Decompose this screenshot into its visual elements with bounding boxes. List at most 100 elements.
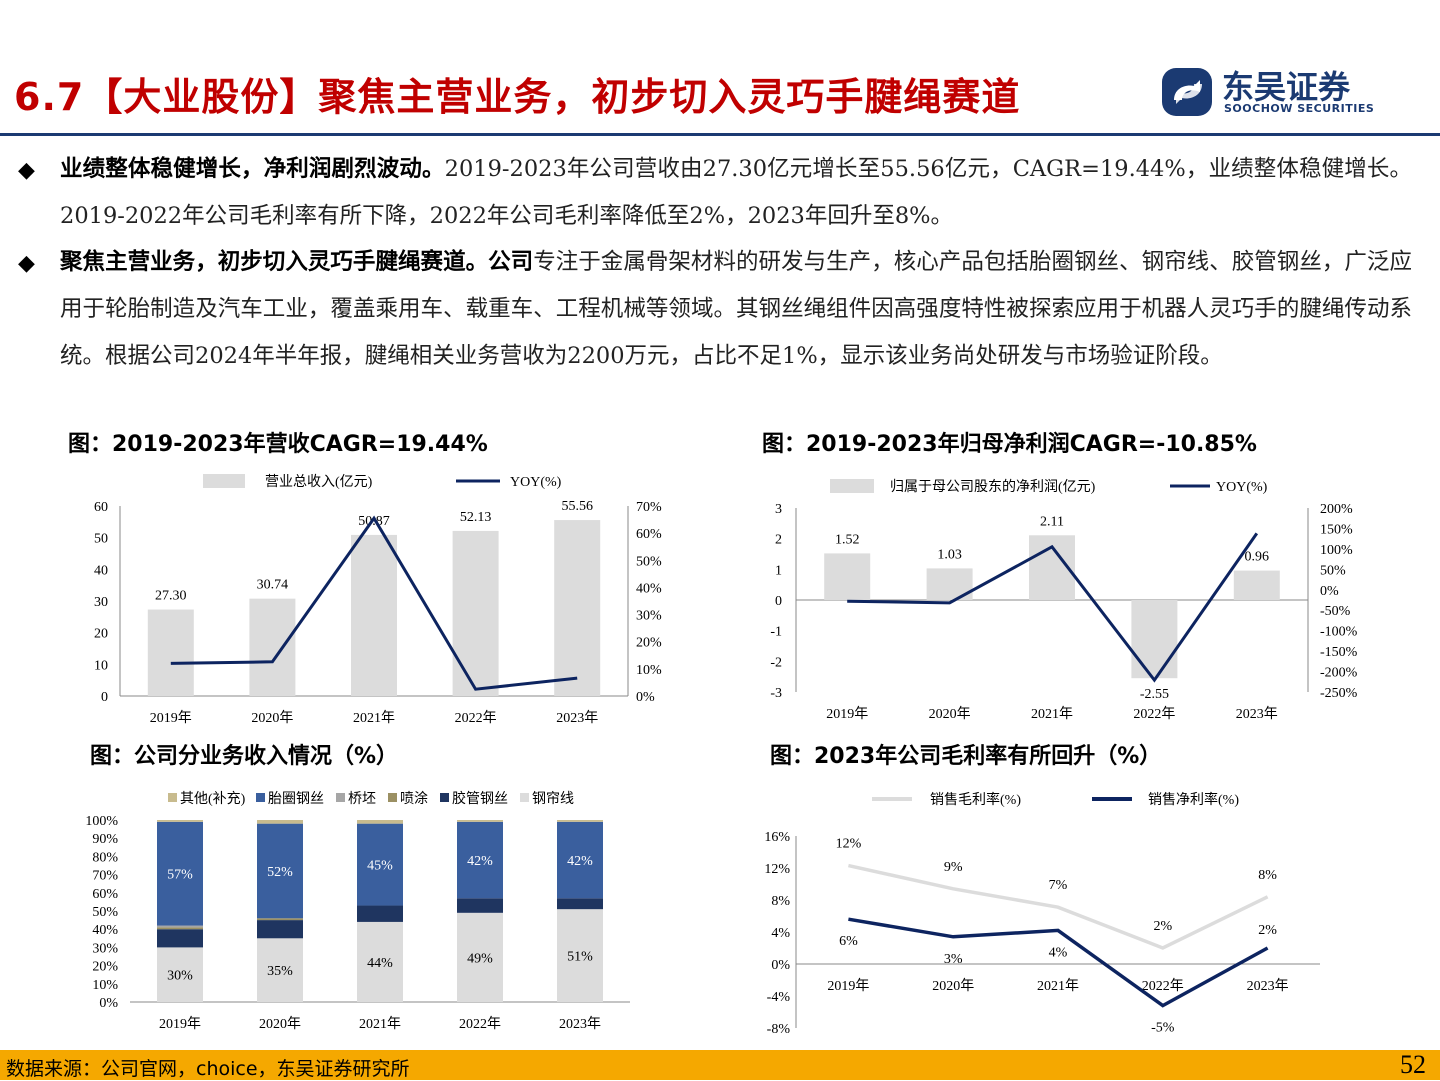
revenue-bar-label: 52.13 [460, 510, 492, 525]
x-tick-label: 2023年 [556, 710, 598, 726]
segment-bar-钢帘线 [157, 947, 203, 1002]
figure-title-profit: 图：2019-2023年归母净利润CAGR=-10.85% [762, 432, 1257, 457]
net-margin-label: 3% [944, 952, 963, 967]
legend-swatch-segment [388, 793, 397, 802]
segment-bar-其他(补充) [357, 820, 403, 824]
soochow-logo-icon [1162, 68, 1212, 116]
segment-bar-label: 45% [367, 859, 393, 874]
x-tick-label: 2021年 [359, 1016, 401, 1032]
profit-bar-label: 0.96 [1245, 550, 1270, 565]
net-margin-label: -5% [1151, 1021, 1175, 1036]
legend-swatch-segment [520, 793, 529, 802]
legend-swatch-segment [168, 793, 177, 802]
logo-english-name: SOOCHOW SECURITIES [1224, 102, 1375, 115]
segment-bar-label: 30% [167, 969, 193, 984]
revenue-bar-label: 27.30 [155, 589, 187, 604]
revenue-bar-label: 30.74 [257, 578, 289, 593]
figure-title-margin: 图：2023年公司毛利率有所回升（%） [770, 744, 1162, 769]
profit-bar [1233, 570, 1280, 600]
y-right-tick-label: 200% [1320, 502, 1353, 517]
y-left-tick-label: 60 [94, 500, 108, 515]
x-tick-label: 2020年 [259, 1016, 301, 1032]
x-tick-label: 2021年 [1037, 978, 1079, 994]
segment-bar-喷涂 [157, 927, 203, 930]
net-margin-label: 6% [839, 934, 858, 949]
x-tick-label: 2022年 [455, 710, 497, 726]
y-right-tick-label: 20% [636, 636, 662, 651]
segment-bar-其他(补充) [257, 820, 303, 824]
revenue-bar [147, 609, 194, 696]
revenue-chart: 营业总收入(亿元) YOY(%) 0 10 20 30 40 50 60 0% 10% 20% 30% 4… [94, 474, 662, 726]
gross-margin-label: 9% [944, 860, 963, 875]
legend-swatch-revenue [203, 474, 245, 488]
profit-bar-label: 2.11 [1040, 514, 1064, 529]
y-right-tick-label: 0% [636, 690, 655, 705]
figure-title-revenue: 图：2019-2023年营收CAGR=19.44% [68, 432, 488, 457]
y-tick-label: 8% [771, 894, 790, 909]
legend-swatch-segment [256, 793, 265, 802]
y-left-tick-label: 0 [101, 690, 108, 705]
figure-title-segment: 图：公司分业务收入情况（%） [90, 744, 399, 769]
x-tick-label: 2023年 [559, 1016, 601, 1032]
bullet-1-text: 2019-2023年公司营收由27.30亿元增长至55.56亿元，CAGR=19… [60, 156, 1412, 229]
y-right-tick-label: 150% [1320, 522, 1353, 537]
x-tick-label: 2022年 [1133, 706, 1175, 722]
x-tick-label: 2022年 [1142, 978, 1184, 994]
gross-margin-label: 7% [1049, 878, 1068, 893]
bullet-2-text: 专注于金属骨架材料的研发与生产，核心产品包括胎圈钢丝、钢帘线、胶管钢丝，广泛应用… [60, 249, 1412, 369]
y-left-tick-label: -3 [770, 686, 782, 701]
segment-bar-label: 44% [367, 956, 393, 971]
revenue-bar [554, 520, 601, 696]
y-right-tick-label: 50% [636, 554, 662, 569]
gross-margin-label: 2% [1153, 919, 1172, 934]
logo-chinese-name: 东吴证券 [1222, 68, 1351, 106]
legend-label-net: 销售净利率(%) [1148, 791, 1239, 808]
bullet-paragraph-1: 业绩整体稳健增长，净利润剧烈波动。2019-2023年公司营收由27.30亿元增… [60, 146, 1412, 240]
segment-bar-其他(补充) [157, 820, 203, 822]
legend-label-segment: 其他(补充) [180, 791, 246, 807]
revenue-bar [351, 534, 397, 696]
x-tick-label: 2020年 [929, 706, 971, 722]
segment-bar-胎圈钢丝 [157, 821, 203, 926]
segment-bar-胶管钢丝 [457, 898, 503, 913]
soochow-logo: 东吴证券 SOOCHOW SECURITIES [1160, 66, 1380, 118]
page-number: 52 [1400, 1050, 1426, 1079]
profit-chart: 归属于母公司股东的净利润(亿元) YOY(%) -3 -2 -1 0 1 2 3 -250% -20… [770, 478, 1357, 722]
profit-bar [1131, 600, 1178, 679]
y-tick-label: 50% [92, 905, 118, 920]
legend-label-segment: 胎圈钢丝 [268, 791, 324, 807]
y-tick-label: -8% [767, 1022, 791, 1037]
y-tick-label: -4% [767, 990, 791, 1005]
y-left-tick-label: 2 [775, 533, 782, 548]
y-left-tick-label: 30 [94, 595, 108, 610]
segment-bar-label: 35% [267, 964, 293, 979]
y-left-tick-label: -2 [770, 655, 782, 670]
legend-label-segment: 胶管钢丝 [452, 790, 508, 807]
footer-bar [0, 1050, 1440, 1080]
legend-label-revenue: 营业总收入(亿元) [265, 474, 373, 490]
y-tick-label: 30% [92, 941, 118, 956]
yoy-line [847, 532, 1259, 683]
segment-bar-label: 57% [167, 868, 193, 883]
y-tick-label: 100% [85, 814, 118, 829]
y-tick-label: 40% [92, 923, 118, 938]
header-divider [0, 133, 1440, 136]
y-tick-label: 70% [92, 869, 118, 884]
segment-bar-钢帘线 [457, 912, 503, 1002]
y-right-tick-label: -50% [1320, 604, 1351, 619]
y-tick-label: 20% [92, 960, 118, 975]
y-tick-label: 0% [771, 958, 790, 973]
segment-bar-其他(补充) [457, 820, 503, 822]
page-title: 6.7【大业股份】聚焦主营业务，初步切入灵巧手腱绳赛道 [14, 75, 1021, 119]
y-left-tick-label: 20 [94, 627, 108, 642]
legend-label-profit: 归属于母公司股东的净利润(亿元) [890, 478, 1096, 495]
segment-bar-label: 42% [567, 854, 593, 869]
segment-bar-喷涂 [257, 918, 303, 921]
segment-bar-胎圈钢丝 [457, 821, 503, 899]
segment-bar-桥坯 [157, 925, 203, 928]
y-tick-label: 80% [92, 850, 118, 865]
x-tick-label: 2023年 [1236, 706, 1278, 722]
segment-bar-label: 51% [567, 950, 593, 965]
segment-bar-label: 52% [267, 865, 293, 880]
y-tick-label: 4% [771, 926, 790, 941]
